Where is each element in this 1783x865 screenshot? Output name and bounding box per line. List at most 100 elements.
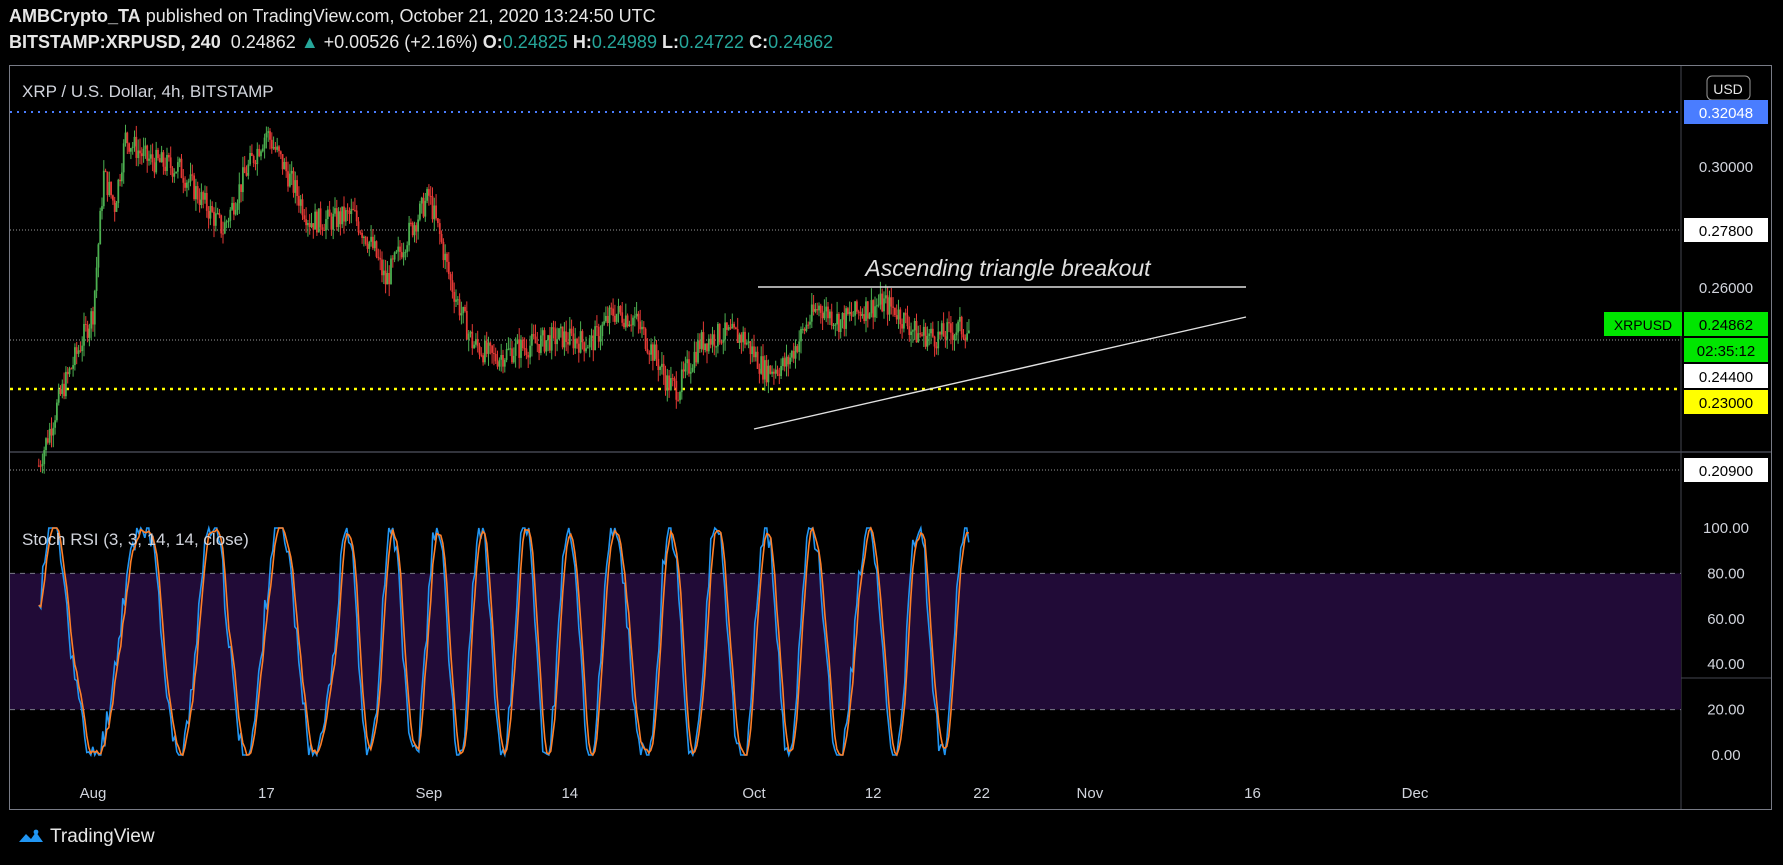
candle-up [727, 327, 730, 330]
candle-down [158, 158, 161, 163]
support-price-tag [1684, 390, 1768, 414]
candle-down [623, 322, 625, 328]
candle-down [521, 339, 524, 349]
candle-down [630, 324, 633, 326]
candle-down [494, 354, 497, 362]
time-axis[interactable]: Aug 17 Sep 14 Oct 12 22 Nov 16 Dec [80, 785, 1429, 802]
candle-down [180, 158, 183, 178]
x-tick-label: Oct [742, 785, 766, 802]
candle-down [377, 256, 380, 259]
symbol-name: BITSTAMP:XRPUSD, 240 [9, 32, 221, 52]
candle-down [296, 180, 298, 196]
candle-up [314, 211, 316, 230]
triangle-trendline[interactable] [753, 316, 1247, 430]
candle-up [666, 375, 669, 391]
candle-up [874, 306, 876, 318]
candle-down [637, 313, 640, 322]
candle-down [821, 312, 824, 319]
candle-up [868, 313, 871, 319]
candle-up [852, 315, 855, 317]
candle-down [933, 336, 936, 347]
brand-name[interactable]: TradingView [50, 826, 155, 847]
candle-up [707, 338, 710, 352]
candle-up [912, 330, 914, 332]
indicator-title: Stoch RSI (3, 3, 14, 14, close) [22, 530, 249, 549]
candle-down [339, 211, 342, 225]
candle-up [344, 210, 347, 222]
candle-down [532, 334, 535, 337]
candle-down [688, 359, 690, 374]
candle-down [63, 383, 65, 397]
candle-up [767, 365, 770, 383]
candle-down [449, 274, 452, 281]
candle-down [626, 315, 629, 327]
candle-down [518, 339, 521, 358]
candle-down [39, 465, 42, 467]
candle-down [453, 292, 456, 302]
candle-up [370, 236, 372, 242]
candle-down [243, 167, 246, 173]
candle-up [704, 343, 707, 350]
candle-down [233, 202, 235, 215]
currency-label[interactable]: USD [1713, 81, 1743, 97]
candle-down [819, 305, 822, 313]
candle-down [881, 293, 884, 312]
publisher-name[interactable]: AMBCrypto_TA [9, 6, 141, 26]
countdown-tag [1684, 338, 1768, 362]
candle-up [686, 359, 689, 364]
indicator-tick-label: 100.00 [1703, 520, 1749, 537]
candle-up [780, 366, 782, 376]
candle-down [583, 342, 586, 352]
candle-down [196, 186, 199, 200]
candle-down [354, 209, 356, 211]
candle-down [193, 175, 195, 200]
annotation-text[interactable]: Ascending triangle breakout [863, 255, 1152, 281]
candle-up [946, 322, 949, 340]
candle-up [653, 344, 656, 361]
candle-up [823, 311, 826, 319]
candle-down [301, 199, 304, 216]
candle-up [160, 152, 163, 163]
candle-down [859, 311, 862, 316]
candle-up [785, 356, 788, 367]
candle-down [438, 223, 441, 234]
candle-up [294, 180, 297, 193]
candle-up [122, 143, 125, 173]
candle-up [90, 311, 93, 329]
candle-down [202, 192, 205, 200]
candle-down [894, 307, 896, 315]
candle-up [751, 346, 754, 354]
candle-down [662, 363, 665, 376]
candle-up [693, 351, 696, 368]
candle-up [263, 137, 266, 149]
candle-up [801, 328, 804, 330]
candle-down [606, 316, 609, 323]
candle-up [83, 324, 85, 346]
candle-up [670, 378, 672, 390]
symbol-line: BITSTAMP:XRPUSD, 240 0.24862 ▲ +0.00526 … [9, 32, 833, 53]
candle-down [321, 227, 324, 230]
candle-up [386, 273, 389, 285]
candle-up [845, 308, 847, 329]
candle-down [915, 321, 918, 343]
candle-down [856, 301, 858, 312]
x-tick-label: 17 [258, 785, 275, 802]
candle-up [317, 208, 320, 233]
candle-up [433, 205, 436, 220]
candle-up [290, 170, 293, 174]
candle-down [70, 368, 73, 370]
low-value: 0.24722 [678, 32, 745, 52]
candle-down [610, 307, 613, 309]
candle-down [906, 315, 909, 327]
candle-up [590, 335, 593, 339]
tradingview-logo-icon[interactable] [18, 828, 44, 846]
candle-down [944, 336, 947, 340]
candle-up [574, 338, 577, 349]
candle-down [655, 344, 658, 359]
level-2440-label: 0.24400 [1699, 369, 1753, 386]
candle-down [422, 197, 425, 217]
candle-down [675, 381, 678, 400]
candle-up [861, 314, 864, 316]
candle-up [791, 351, 793, 358]
